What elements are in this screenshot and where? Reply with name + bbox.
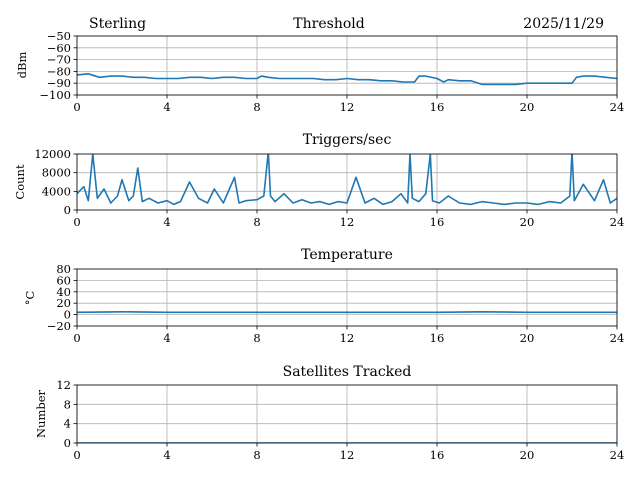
x-tick-label: 4: [163, 331, 170, 345]
y-tick-label: 8: [64, 397, 71, 411]
chart-title: Temperature: [301, 247, 393, 263]
chart-title: Triggers/sec: [303, 132, 392, 148]
date-label: 2025/11/29: [523, 16, 604, 32]
station-label: Sterling: [89, 16, 146, 32]
y-tick-label: 40: [56, 285, 71, 299]
x-tick-label: 16: [430, 100, 445, 114]
x-tick-label: 4: [163, 100, 170, 114]
x-tick-label: 8: [253, 100, 260, 114]
x-tick-label: 24: [610, 100, 625, 114]
y-tick-label: 0: [64, 308, 71, 322]
x-tick-label: 20: [520, 331, 535, 345]
x-tick-label: 12: [340, 215, 355, 229]
chart-title: Satellites Tracked: [283, 364, 412, 380]
x-tick-label: 20: [520, 100, 535, 114]
y-tick-label: 0: [64, 436, 71, 450]
x-tick-label: 0: [73, 215, 80, 229]
y-tick-label: −20: [47, 319, 71, 333]
x-tick-label: 8: [253, 215, 260, 229]
threshold-series-line: [77, 73, 617, 86]
y-axis-label: Count: [13, 164, 27, 200]
y-tick-label: −80: [47, 64, 71, 78]
x-tick-label: 4: [163, 215, 170, 229]
y-axis-label: dBm: [15, 52, 29, 79]
x-tick-label: 12: [340, 100, 355, 114]
threshold-chart: Threshold dBm 0 4 8 12 16 20 24 −50−60−70−80−90…: [15, 16, 624, 114]
x-tick-label: 16: [430, 448, 445, 462]
y-tick-label: 12000: [34, 147, 71, 161]
x-tick-label: 20: [520, 448, 535, 462]
x-tick-label: 24: [610, 331, 625, 345]
y-tick-label: 0: [64, 203, 71, 217]
x-tick-label: 24: [610, 448, 625, 462]
x-tick-label: 4: [163, 448, 170, 462]
triggers-chart: Triggers/sec Count 0 4 8 12 16 20 24 0 4000 8000 1…: [13, 132, 624, 229]
x-tick-label: 12: [340, 331, 355, 345]
y-tick-label: 20: [56, 296, 71, 310]
y-tick-label: 8000: [42, 166, 71, 180]
x-tick-label: 24: [610, 215, 625, 229]
x-tick-label: 8: [253, 448, 260, 462]
y-tick-label: 80: [56, 262, 71, 276]
y-tick-label: 4: [64, 417, 71, 431]
y-tick-label: −50: [47, 29, 71, 43]
x-tick-label: 20: [520, 215, 535, 229]
y-axis-label: °C: [23, 291, 37, 306]
y-tick-label: −100: [39, 88, 71, 102]
triggers-series-line: [77, 154, 617, 206]
temperature-series-line: [77, 310, 617, 314]
x-tick-label: 0: [73, 331, 80, 345]
satellites-chart: Satellites Tracked Number 0 4 8 12 16 20 24 0 4 8…: [34, 364, 624, 462]
chart-title: Threshold: [293, 16, 364, 32]
y-tick-label: 60: [56, 273, 71, 287]
y-tick-label: 4000: [42, 184, 71, 198]
y-tick-label: −90: [47, 76, 71, 90]
x-tick-label: 0: [73, 100, 80, 114]
x-tick-label: 12: [340, 448, 355, 462]
y-tick-label: −70: [47, 53, 71, 67]
x-tick-label: 0: [73, 448, 80, 462]
x-tick-label: 8: [253, 331, 260, 345]
x-tick-label: 16: [430, 215, 445, 229]
y-tick-label: −60: [47, 41, 71, 55]
x-tick-label: 16: [430, 331, 445, 345]
y-tick-label: 12: [56, 378, 71, 392]
y-axis-label: Number: [34, 389, 48, 438]
